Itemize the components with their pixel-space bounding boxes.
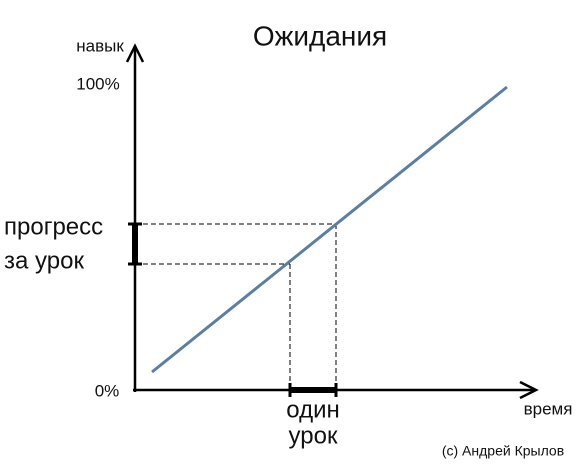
lesson-label: урок [289, 422, 338, 449]
highlights [128, 222, 338, 397]
axes [125, 43, 539, 400]
expectation-line [151, 85, 508, 374]
y-bottom-tick: 0% [95, 381, 120, 400]
credit: (c) Андрей Крылов [442, 443, 564, 459]
title: Ожидания [253, 20, 387, 51]
progress-label: прогресс [4, 213, 103, 240]
progress-label: за урок [4, 247, 84, 274]
guides [135, 223, 337, 390]
y-arrow [125, 43, 145, 63]
x-axis-label: время [524, 399, 573, 418]
x-arrow [519, 380, 539, 400]
y-axis-label: навык [76, 36, 124, 55]
y-top-tick: 100% [76, 74, 119, 93]
lesson-label: один [286, 396, 339, 423]
